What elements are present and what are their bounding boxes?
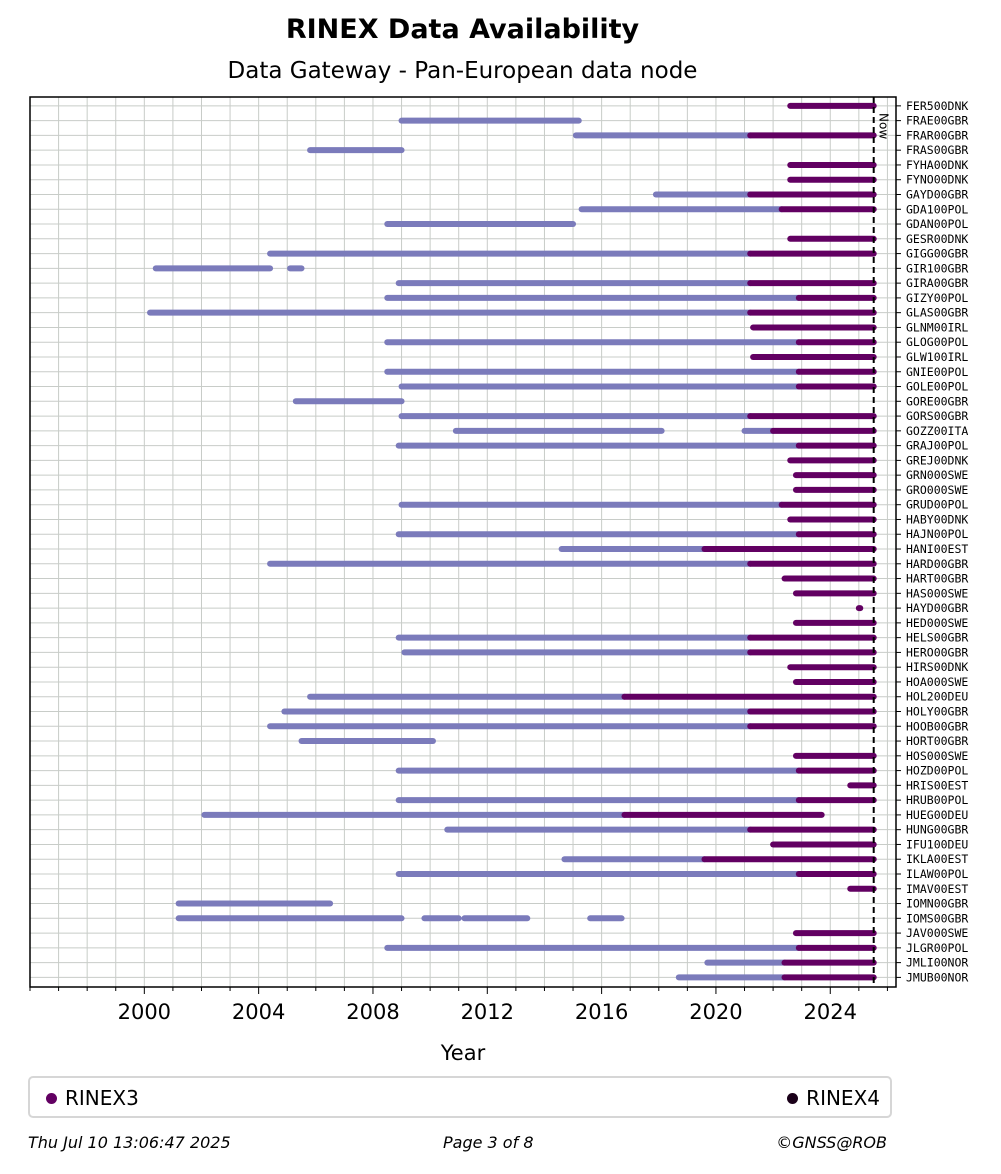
station-label: ILAW00POL (906, 867, 968, 881)
footer-timestamp: Thu Jul 10 13:06:47 2025 (28, 1133, 231, 1152)
x-tick-label: 2000 (118, 1000, 171, 1024)
station-label: HART00GBR (906, 572, 968, 586)
station-label: GAYD00GBR (906, 187, 968, 201)
legend-item-rinex3: RINEX3 (46, 1086, 139, 1110)
station-label: HOA000SWE (906, 675, 968, 689)
station-label: IOMS00GBR (906, 911, 968, 925)
legend-item-rinex4: RINEX4 (787, 1086, 880, 1110)
station-label: FER500DNK (906, 99, 968, 113)
x-axis-label: Year (440, 1041, 486, 1065)
station-label: GORS00GBR (906, 409, 968, 423)
x-tick-label: 2016 (575, 1000, 628, 1024)
station-label: HARD00GBR (906, 557, 968, 571)
station-label: GIRA00GBR (906, 276, 968, 290)
station-label: FYNO00DNK (906, 173, 968, 187)
station-label: GRAJ00POL (906, 439, 968, 453)
legend: RINEX3 RINEX4 (28, 1076, 892, 1118)
station-label: GORE00GBR (906, 394, 968, 408)
station-label: HUEG00DEU (906, 808, 968, 822)
station-label: GLW100IRL (906, 350, 968, 364)
station-label: GIGG00GBR (906, 247, 968, 261)
station-label: IFU100DEU (906, 837, 968, 851)
x-tick-label: 2024 (804, 1000, 857, 1024)
chart-subtitle: Data Gateway - Pan-European data node (227, 58, 698, 84)
station-label: JMLI00NOR (906, 956, 968, 970)
station-label: HOL200DEU (906, 690, 968, 704)
station-label: HOOB00GBR (906, 719, 968, 733)
station-label: GLNM00IRL (906, 320, 968, 334)
station-label: JAV000SWE (906, 926, 968, 940)
station-label: FRAE00GBR (906, 114, 968, 128)
legend-marker-rinex3 (46, 1092, 57, 1104)
x-tick-label: 2008 (346, 1000, 399, 1024)
station-label: HOS000SWE (906, 749, 968, 763)
station-label: IOMN00GBR (906, 897, 968, 911)
station-label: GLAS00GBR (906, 306, 968, 320)
station-label: HABY00DNK (906, 512, 968, 526)
station-label: GNIE00POL (906, 365, 968, 379)
station-label: JMUB00NOR (906, 970, 968, 984)
station-label: GDAN00POL (906, 217, 968, 231)
station-label: HRIS00EST (906, 778, 968, 792)
station-label: GRN000SWE (906, 468, 968, 482)
station-label: JLGR00POL (906, 941, 968, 955)
station-label: HIRS00DNK (906, 660, 968, 674)
station-label: GOLE00POL (906, 380, 968, 394)
station-label: GIZY00POL (906, 291, 968, 305)
station-label: GOZZ00ITA (906, 424, 968, 438)
now-label: Now (877, 113, 891, 139)
footer-page-number: Page 3 of 8 (443, 1133, 534, 1152)
station-label: IKLA00EST (906, 852, 968, 866)
station-label: FRAR00GBR (906, 128, 968, 142)
legend-label-rinex3: RINEX3 (65, 1086, 139, 1110)
station-label: HOLY00GBR (906, 705, 968, 719)
station-label: GREJ00DNK (906, 453, 968, 467)
station-label: GRUD00POL (906, 498, 968, 512)
plot-frame (29, 96, 897, 988)
station-label: HUNG00GBR (906, 823, 968, 837)
station-label: GDA100POL (906, 202, 968, 216)
plot-area (30, 97, 896, 987)
availability-chart: FER500DNKFRAE00GBRFRAR00GBRFRAS00GBRFYHA… (29, 96, 968, 1065)
station-label: HAJN00POL (906, 527, 968, 541)
station-label: HORT00GBR (906, 734, 968, 748)
station-label: HOZD00POL (906, 764, 968, 778)
chart-title: RINEX Data Availability (285, 14, 640, 45)
station-label: HANI00EST (906, 542, 968, 556)
x-tick-label: 2012 (461, 1000, 514, 1024)
x-tick-label: 2020 (689, 1000, 742, 1024)
station-label: GLOG00POL (906, 335, 968, 349)
station-label: GESR00DNK (906, 232, 968, 246)
station-label: HERO00GBR (906, 645, 968, 659)
station-label: HAS000SWE (906, 586, 968, 600)
station-label: GIR100GBR (906, 261, 968, 275)
station-label: FYHA00DNK (906, 158, 968, 172)
footer-credit: ©GNSS@ROB (776, 1133, 887, 1152)
station-label: HAYD00GBR (906, 601, 968, 615)
legend-label-rinex4: RINEX4 (806, 1086, 880, 1110)
legend-marker-rinex4 (787, 1092, 799, 1104)
x-tick-label: 2004 (232, 1000, 285, 1024)
station-label: FRAS00GBR (906, 143, 968, 157)
station-label: HRUB00POL (906, 793, 968, 807)
station-label: HED000SWE (906, 616, 968, 630)
station-label: GRO000SWE (906, 483, 968, 497)
station-label: HELS00GBR (906, 631, 968, 645)
station-label: IMAV00EST (906, 882, 968, 896)
